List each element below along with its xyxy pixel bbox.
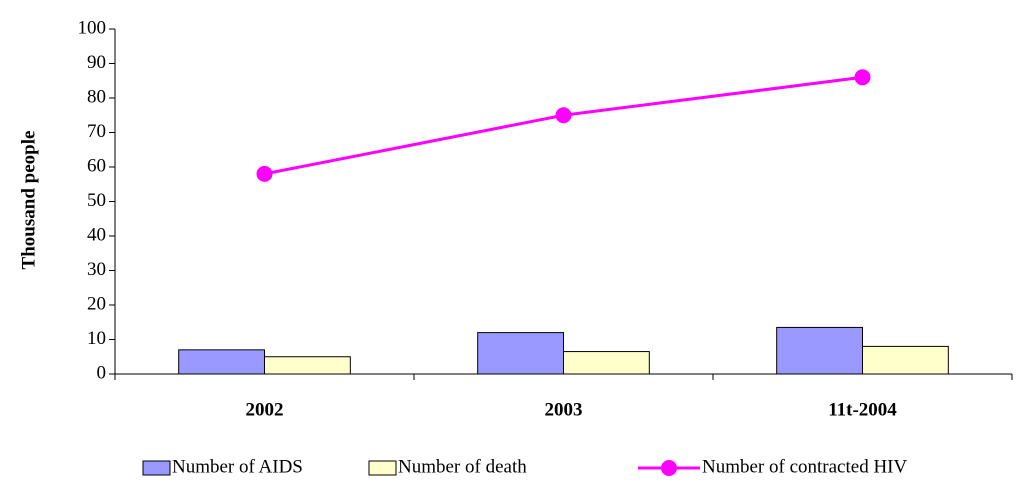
y-tick-label: 30 (87, 259, 106, 280)
bar (563, 351, 650, 375)
legend-swatch (142, 460, 171, 476)
y-axis-label: Thousand people (18, 131, 39, 270)
legend-label: Number of AIDS (172, 456, 303, 477)
y-tick-label: 10 (87, 328, 106, 349)
y-tick-label: 80 (87, 86, 106, 107)
y-tick-label: 70 (87, 121, 106, 142)
legend-swatch (368, 460, 397, 476)
y-tick-label: 90 (87, 52, 106, 73)
bar (264, 356, 351, 375)
legend-marker (661, 460, 677, 476)
y-tick-label: 40 (87, 224, 106, 245)
line-marker (256, 165, 273, 182)
legend-label: Number of death (398, 456, 527, 477)
x-tick-label: 11t-2004 (828, 399, 897, 420)
bar (776, 326, 864, 375)
bar (862, 345, 949, 375)
bar (178, 349, 265, 375)
line-marker (555, 107, 572, 124)
x-tick-label: 2003 (545, 399, 583, 420)
y-tick-label: 50 (87, 190, 106, 211)
legend-label: Number of contracted HIV (702, 456, 908, 477)
y-tick-label: 20 (87, 293, 106, 314)
y-tick-label: 0 (97, 362, 107, 383)
x-tick-label: 2002 (246, 399, 284, 420)
y-tick-label: 60 (87, 155, 106, 176)
bar (477, 332, 565, 375)
line (264, 75, 863, 176)
y-tick-label: 100 (78, 17, 107, 38)
line-marker (854, 69, 871, 86)
